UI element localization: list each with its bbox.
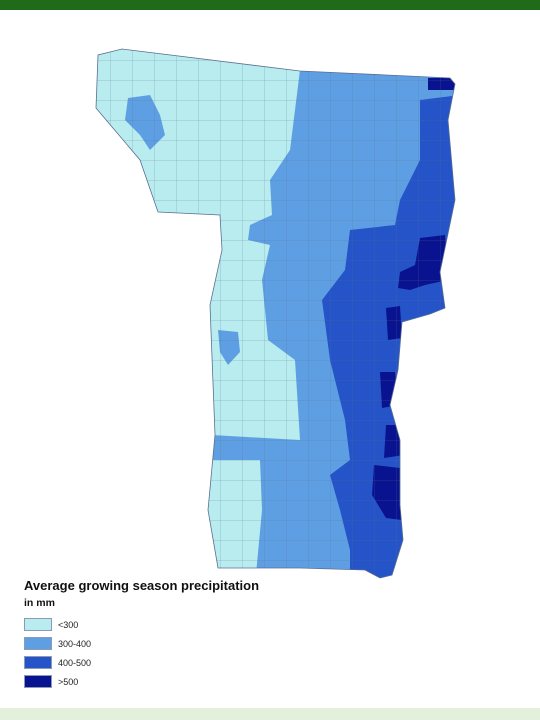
footer-bar bbox=[0, 708, 540, 720]
legend-subtitle: in mm bbox=[24, 597, 55, 609]
legend-item-300-400: 300-400 bbox=[24, 634, 354, 653]
legend-item-400-500: 400-500 bbox=[24, 653, 354, 672]
county-boundaries bbox=[96, 49, 455, 578]
legend-item-under-300: <300 bbox=[24, 615, 354, 634]
legend-swatch bbox=[24, 675, 52, 688]
legend-swatch bbox=[24, 656, 52, 669]
legend-label: >500 bbox=[58, 676, 79, 687]
map-legend: Average growing season precipitation in … bbox=[24, 578, 354, 691]
legend-label: <300 bbox=[58, 619, 79, 630]
legend-swatch bbox=[24, 637, 52, 650]
header-bar bbox=[0, 0, 540, 10]
legend-label: 300-400 bbox=[58, 638, 92, 649]
legend-label: 400-500 bbox=[58, 657, 92, 668]
map-svg bbox=[95, 48, 456, 579]
region-outline bbox=[95, 48, 456, 579]
precipitation-map bbox=[0, 40, 540, 585]
legend-item-over-500: >500 bbox=[24, 672, 354, 691]
legend-title: Average growing season precipitation bbox=[24, 578, 260, 593]
legend-swatch bbox=[24, 618, 52, 631]
map-region bbox=[96, 49, 455, 578]
